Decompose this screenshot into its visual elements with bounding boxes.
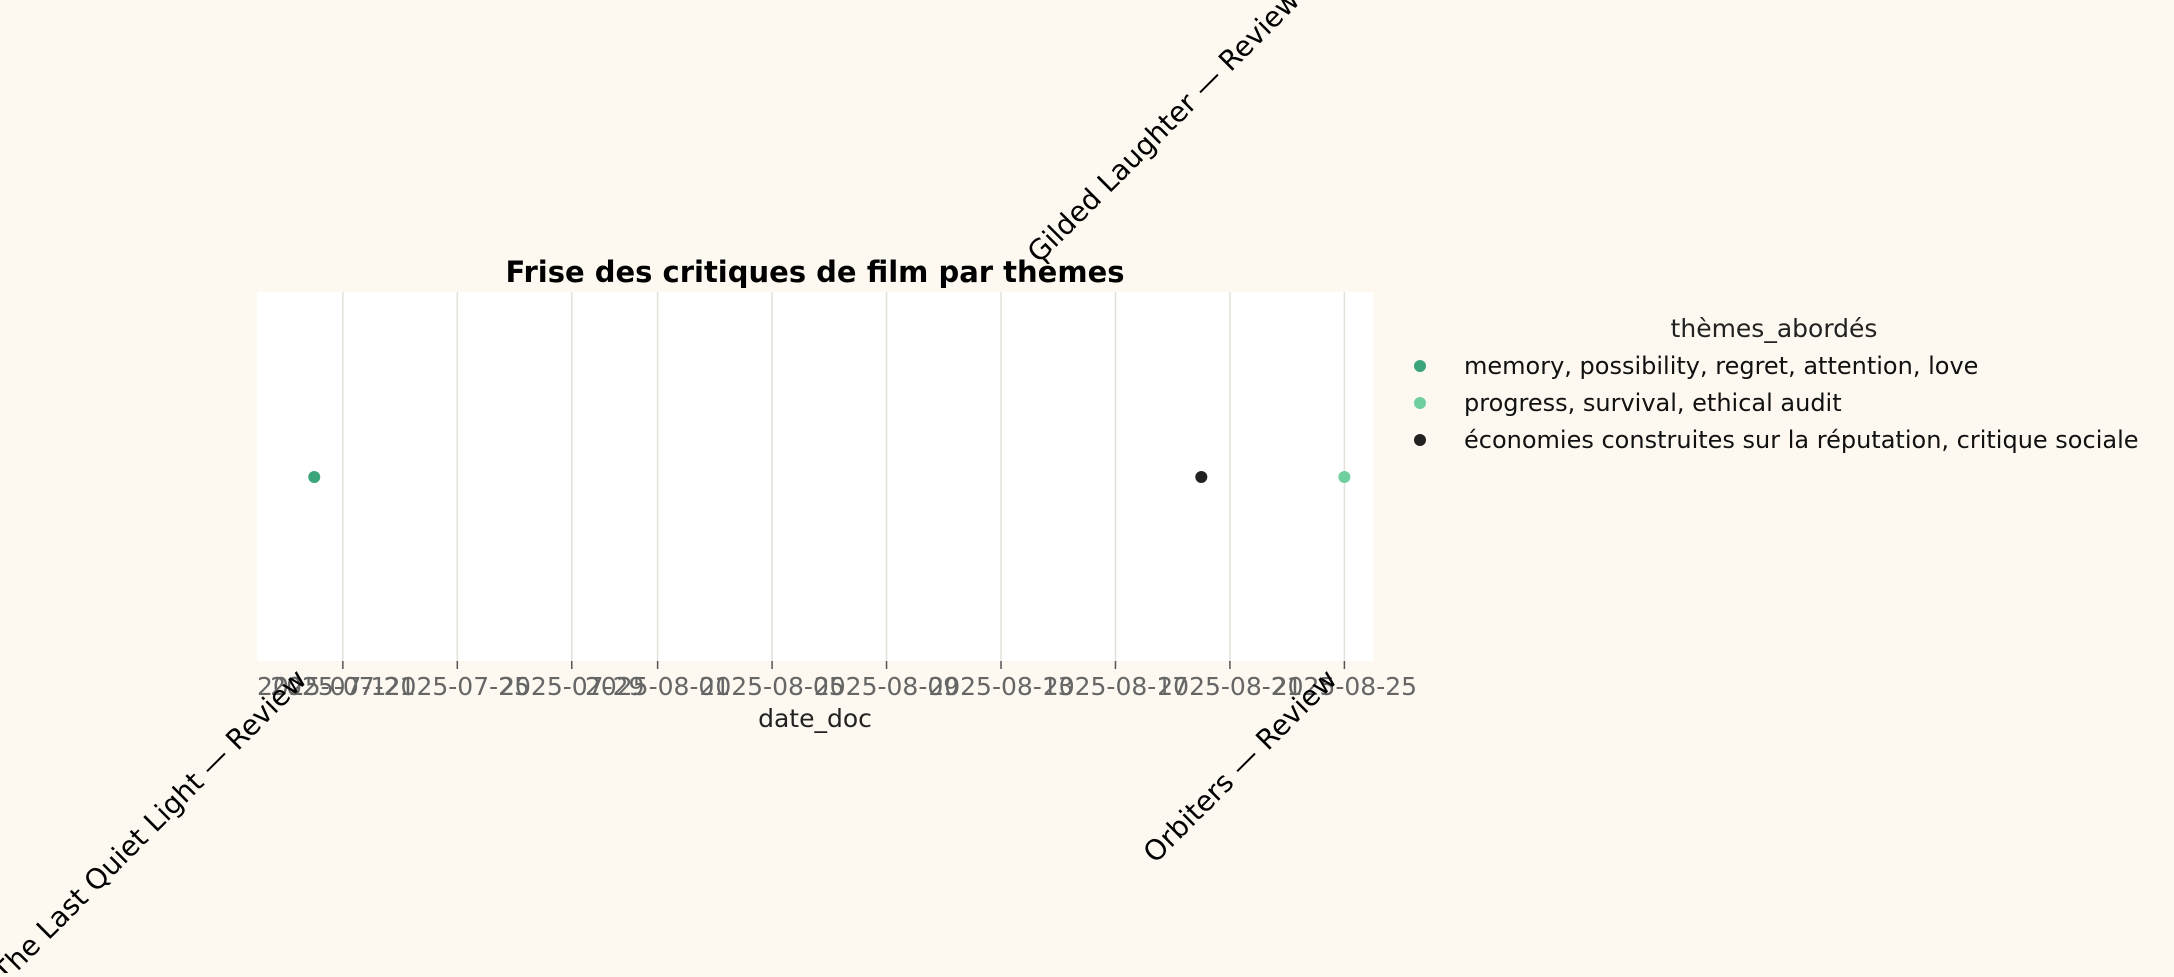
x-tick-label: 2025-08-21: [1157, 672, 1302, 701]
x-tick-label: 2025-08-25: [1272, 672, 1417, 701]
legend-marker: [1414, 397, 1426, 409]
x-tick-label: 2025-08-13: [928, 672, 1073, 701]
x-tick-label: 2025-08-05: [699, 672, 844, 701]
x-axis-label: date_doc: [758, 704, 872, 733]
legend-entry: progress, survival, ethical audit: [1464, 389, 1842, 417]
data-point: [1338, 471, 1351, 483]
data-point: [308, 471, 321, 483]
data-point: [1195, 471, 1208, 483]
legend-entry: memory, possibility, regret, attention, …: [1464, 352, 1978, 380]
x-tick-label: 2025-08-17: [1043, 672, 1188, 701]
chart-title: Frise des critiques de film par thèmes: [506, 255, 1125, 289]
x-tick-label: 2025-07-21: [270, 672, 415, 701]
plot-area: [257, 292, 1373, 661]
point-label: Gilded Laughter — Review: [1021, 0, 1306, 269]
x-tick-label: 2025-07-25: [385, 672, 530, 701]
x-tick-label: 2025-08-09: [814, 672, 959, 701]
legend-items: memory, possibility, regret, attention, …: [1414, 352, 2139, 454]
x-ticks: 2025-07-212025-07-252025-07-292025-08-01…: [257, 661, 1417, 701]
legend-title: thèmes_abordés: [1671, 314, 1878, 343]
legend-entry: économies construites sur la réputation,…: [1464, 426, 2139, 454]
x-tick-label: 2025-07-1: [257, 672, 386, 701]
point-label: The Last Quiet Light — Review: [0, 663, 313, 973]
legend: thèmes_abordés memory, possibility, regr…: [1414, 314, 2139, 454]
data-points: [308, 471, 1351, 483]
x-tick-label: 2025-07-29: [499, 672, 644, 701]
legend-marker: [1414, 434, 1426, 446]
legend-marker: [1414, 360, 1426, 372]
x-tick-label: 2025-08-01: [585, 672, 730, 701]
